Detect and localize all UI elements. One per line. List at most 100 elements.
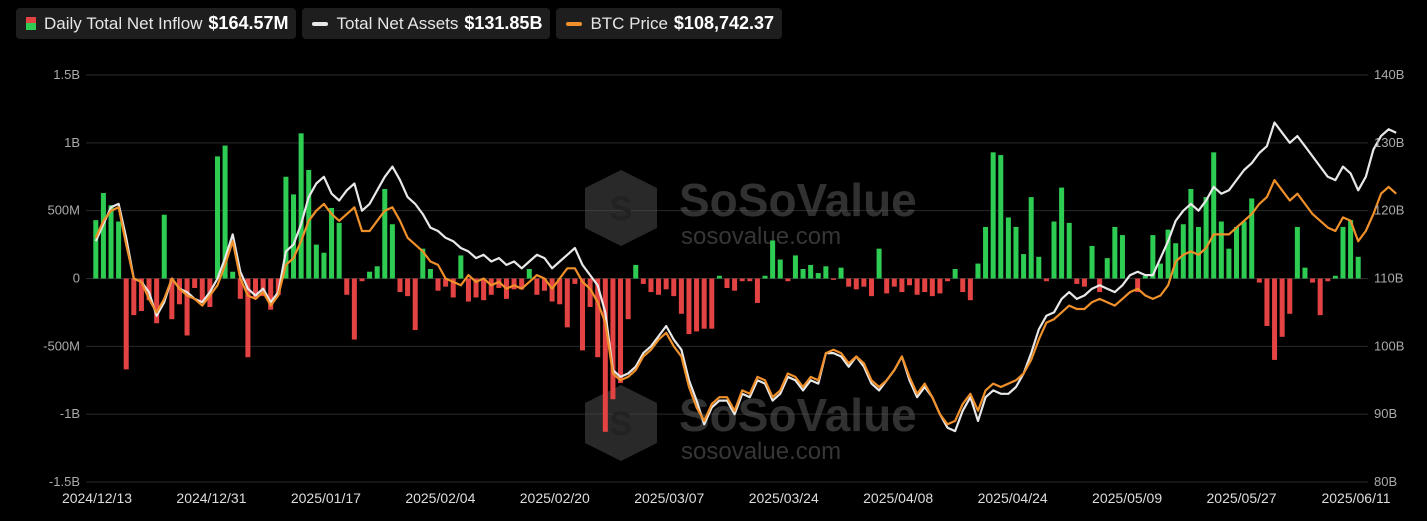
legend-btc[interactable]: BTC Price $108,742.37 xyxy=(556,8,783,39)
inflow-bar xyxy=(830,278,836,280)
inflow-bar xyxy=(154,278,160,324)
inflow-bar xyxy=(1332,275,1338,279)
inflow-bar xyxy=(876,248,882,279)
inflow-bar xyxy=(1310,278,1316,283)
x-tick: 2025/03/24 xyxy=(749,490,819,506)
y-right-tick: 90B xyxy=(1374,406,1397,421)
inflow-bar xyxy=(268,278,274,310)
y-left-tick: -1.5B xyxy=(49,474,80,489)
inflow-bar xyxy=(93,220,99,279)
legend-inflow-value: $164.57M xyxy=(208,13,289,33)
inflow-bar xyxy=(123,278,129,370)
inflow-bar xyxy=(1021,254,1027,279)
inflow-bar xyxy=(1066,222,1072,279)
inflow-bar xyxy=(488,278,494,295)
inflow-bar xyxy=(846,278,852,287)
inflow-bar xyxy=(1302,267,1308,279)
inflow-bar xyxy=(146,278,152,301)
inflow-bar xyxy=(237,278,243,299)
legend-assets[interactable]: Total Net Assets $131.85B xyxy=(302,8,551,39)
inflow-bar xyxy=(329,207,335,279)
inflow-bar xyxy=(1226,248,1232,279)
inflow-bar xyxy=(1081,278,1087,287)
inflow-bar xyxy=(564,278,570,328)
inflow-swatch-icon xyxy=(26,17,36,30)
inflow-bar xyxy=(739,278,745,282)
inflow-bar xyxy=(815,273,821,279)
inflow-bar xyxy=(595,278,601,358)
inflow-bar xyxy=(443,278,449,287)
y-right-tick: 140B xyxy=(1374,67,1404,82)
inflow-bar xyxy=(283,176,289,279)
inflow-bar xyxy=(716,275,722,279)
inflow-bar xyxy=(800,269,806,279)
inflow-bar xyxy=(701,278,707,329)
inflow-bar xyxy=(511,278,517,290)
sosovalue-logo-icon: S xyxy=(585,170,657,246)
inflow-bar xyxy=(108,205,114,279)
inflow-bar xyxy=(747,278,753,282)
inflow-bar xyxy=(427,269,433,279)
inflow-bar xyxy=(359,278,365,282)
inflow-bar xyxy=(899,278,905,293)
legend-btc-value: $108,742.37 xyxy=(673,13,775,33)
inflow-bar xyxy=(838,267,844,279)
x-tick: 2025/02/04 xyxy=(405,490,475,506)
inflow-bar xyxy=(336,222,342,279)
inflow-bar xyxy=(397,278,403,293)
inflow-bar xyxy=(884,278,890,294)
watermark-site: sosovalue.com xyxy=(681,223,841,250)
inflow-bar xyxy=(1180,224,1186,279)
inflow-bar xyxy=(473,278,479,298)
inflow-bar xyxy=(526,269,532,279)
inflow-bar xyxy=(192,278,198,288)
inflow-bar xyxy=(861,278,867,287)
y-left-tick: -1B xyxy=(60,406,80,421)
sosovalue-logo-icon: S xyxy=(585,385,657,461)
inflow-bar xyxy=(937,278,943,294)
y-axis-right: 140B 130B 120B 110B 100B 90B 80B xyxy=(1374,67,1404,489)
x-tick: 2025/05/09 xyxy=(1092,490,1162,506)
inflow-bar xyxy=(1005,217,1011,279)
inflow-bar xyxy=(967,278,973,301)
inflow-bar xyxy=(1074,278,1080,284)
y-left-tick: 0 xyxy=(73,271,80,286)
inflow-bar xyxy=(1195,226,1202,279)
inflow-bar xyxy=(853,278,859,290)
inflow-bar xyxy=(252,278,259,299)
inflow-bar xyxy=(625,278,631,320)
inflow-bar xyxy=(1218,221,1224,279)
y-right-tick: 120B xyxy=(1374,203,1404,218)
y-right-tick: 110B xyxy=(1374,271,1403,286)
watermark-brand: SoSoValue xyxy=(679,174,917,226)
inflow-bar xyxy=(1234,226,1240,279)
inflow-bar xyxy=(519,278,525,290)
inflow-bar xyxy=(960,278,966,293)
legend-btc-label: BTC Price xyxy=(590,13,668,33)
inflow-bar xyxy=(1355,256,1361,279)
inflow-bar xyxy=(557,278,563,305)
y-axis-left: 1.5B 1B 500M 0 -500M -1B -1.5B xyxy=(43,67,80,489)
inflow-bar xyxy=(1188,188,1194,279)
inflow-bar xyxy=(420,248,426,279)
inflow-bar xyxy=(785,278,791,282)
inflow-bar xyxy=(1112,226,1118,279)
inflow-bar xyxy=(663,278,669,290)
inflow-bar xyxy=(754,278,760,303)
inflow-bar xyxy=(298,133,304,279)
inflow-bar xyxy=(382,188,388,279)
inflow-bar xyxy=(1135,278,1141,293)
legend-inflow[interactable]: Daily Total Net Inflow $164.57M xyxy=(16,8,297,39)
inflow-bar xyxy=(458,255,464,279)
inflow-bar xyxy=(1249,198,1255,279)
x-tick: 2025/04/08 xyxy=(863,490,933,506)
inflow-bar xyxy=(306,169,312,279)
inflow-bar xyxy=(1104,258,1110,279)
x-tick: 2024/12/13 xyxy=(62,490,132,506)
inflow-bar xyxy=(549,278,555,302)
inflow-bar xyxy=(610,278,616,400)
inflow-bar xyxy=(222,145,228,279)
y-left-tick: 500M xyxy=(47,203,80,218)
inflow-bar xyxy=(184,278,190,336)
